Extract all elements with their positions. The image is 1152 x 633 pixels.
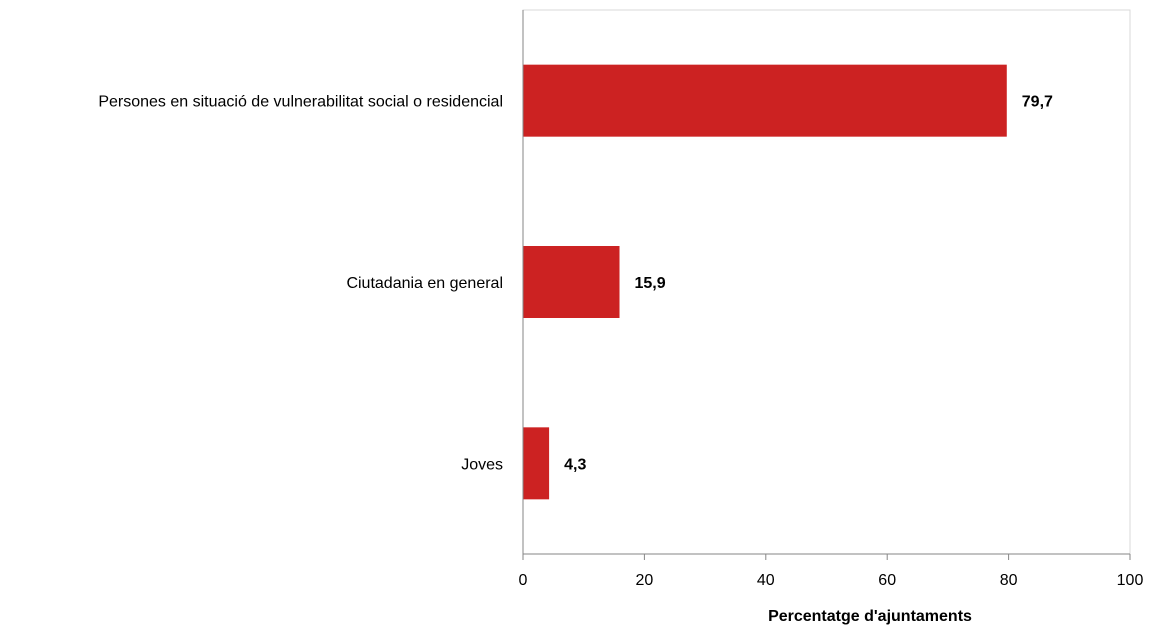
x-tick-label: 80	[1000, 572, 1018, 589]
category-label: Ciutadania en general	[346, 275, 503, 292]
bars-layer	[523, 64, 1007, 500]
data-label: 15,9	[635, 275, 666, 292]
x-tick-label: 40	[757, 572, 775, 589]
category-label: Joves	[461, 456, 503, 473]
data-label: 79,7	[1022, 94, 1053, 111]
x-tick-label: 60	[878, 572, 896, 589]
x-tick-label: 0	[519, 572, 528, 589]
x-axis: 0 20 40 60 80 100	[519, 10, 1144, 589]
x-axis-title: Percentatge d'ajuntaments	[768, 608, 972, 625]
labels-layer: Persones en situació de vulnerabilitat s…	[98, 94, 1053, 474]
bar	[523, 246, 620, 318]
category-label: Persones en situació de vulnerabilitat s…	[98, 94, 503, 111]
data-label: 4,3	[564, 456, 586, 473]
bar	[523, 427, 550, 500]
x-tick-label: 20	[636, 572, 654, 589]
bar	[523, 64, 1007, 137]
x-tick-label: 100	[1117, 572, 1144, 589]
